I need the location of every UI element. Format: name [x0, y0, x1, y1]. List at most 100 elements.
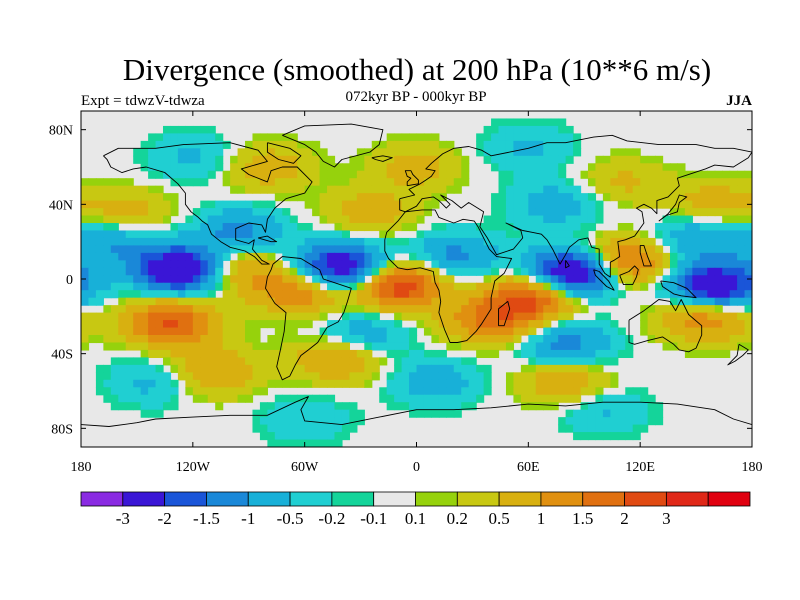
- field-cell: [334, 379, 343, 388]
- field-cell: [274, 327, 283, 336]
- field-cell: [416, 163, 425, 172]
- field-cell: [520, 275, 529, 284]
- field-cell: [640, 387, 649, 396]
- field-cell: [505, 125, 515, 134]
- field-cell: [95, 335, 104, 344]
- field-cell: [483, 230, 492, 239]
- field-cell: [737, 312, 746, 321]
- field-cell: [565, 252, 574, 261]
- field-cell: [580, 223, 589, 232]
- field-cell: [483, 387, 492, 396]
- field-cell: [140, 200, 149, 209]
- field-cell: [81, 342, 90, 351]
- field-cell: [148, 163, 157, 172]
- field-cell: [192, 342, 201, 351]
- field-cell: [625, 282, 634, 291]
- field-cell: [610, 424, 619, 433]
- field-cell: [401, 297, 410, 306]
- field-cell: [386, 290, 395, 299]
- field-cell: [207, 200, 216, 209]
- field-cell: [274, 208, 283, 217]
- field-cell: [535, 230, 544, 239]
- field-cell: [282, 357, 291, 366]
- field-cell: [125, 342, 134, 351]
- field-cell: [222, 245, 231, 254]
- field-cell: [595, 230, 604, 239]
- colorbar-swatch: [498, 491, 542, 507]
- field-cell: [520, 193, 529, 202]
- field-cell: [617, 402, 626, 411]
- field-cell: [312, 402, 321, 411]
- field-cell: [230, 267, 239, 276]
- field-cell: [461, 282, 470, 291]
- field-cell: [453, 155, 462, 164]
- field-cell: [207, 320, 216, 329]
- field-cell: [580, 290, 589, 299]
- field-cell: [543, 342, 552, 351]
- field-cell: [453, 409, 462, 418]
- field-cell: [289, 148, 298, 157]
- field-cell: [505, 200, 515, 209]
- field-cell: [692, 275, 701, 284]
- field-cell: [423, 267, 433, 276]
- field-cell: [341, 320, 350, 329]
- field-cell: [610, 290, 619, 299]
- field-cell: [148, 409, 157, 418]
- field-cell: [259, 237, 268, 246]
- field-cell: [245, 379, 254, 388]
- field-cell: [409, 140, 418, 149]
- field-cell: [505, 193, 515, 202]
- field-cell: [304, 245, 313, 254]
- field-cell: [125, 282, 134, 291]
- field-cell: [453, 372, 462, 381]
- field-cell: [245, 297, 254, 306]
- field-cell: [520, 178, 529, 187]
- field-cell: [714, 185, 723, 194]
- field-cell: [349, 267, 358, 276]
- field-cell: [416, 275, 425, 284]
- field-cell: [483, 223, 492, 232]
- field-cell: [259, 305, 268, 314]
- field-cell: [431, 200, 440, 209]
- field-cell: [379, 185, 388, 194]
- field-cell: [476, 140, 485, 149]
- field-cell: [640, 155, 649, 164]
- field-cell: [491, 133, 500, 142]
- field-cell: [677, 275, 686, 284]
- field-cell: [334, 275, 343, 284]
- field-cell: [312, 230, 321, 239]
- field-cell: [647, 275, 656, 284]
- field-cell: [155, 349, 164, 358]
- field-cell: [297, 312, 306, 321]
- field-cell: [394, 349, 403, 358]
- field-cell: [565, 200, 574, 209]
- field-cell: [95, 312, 104, 321]
- field-cell: [520, 155, 529, 164]
- field-cell: [684, 200, 693, 209]
- field-cell: [513, 208, 522, 217]
- field-cell: [677, 335, 686, 344]
- field-cell: [722, 312, 731, 321]
- field-cell: [535, 125, 544, 134]
- field-cell: [192, 327, 201, 336]
- field-cell: [461, 223, 470, 232]
- colorbar-label: -0.5: [277, 509, 304, 528]
- field-cell: [274, 357, 283, 366]
- field-cell: [371, 252, 380, 261]
- field-cell: [177, 282, 186, 291]
- field-cell: [677, 200, 686, 209]
- field-cell: [215, 364, 224, 373]
- field-cell: [245, 335, 254, 344]
- field-cell: [535, 237, 544, 246]
- field-cell: [170, 387, 179, 396]
- field-cell: [677, 342, 686, 351]
- field-cell: [245, 215, 254, 224]
- field-cell: [453, 185, 462, 194]
- field-cell: [580, 387, 589, 396]
- field-cell: [230, 335, 239, 344]
- field-cell: [304, 230, 313, 239]
- field-cell: [453, 342, 462, 351]
- x-tick-label: 120W: [176, 460, 211, 475]
- field-cell: [386, 245, 395, 254]
- field-cell: [528, 297, 537, 306]
